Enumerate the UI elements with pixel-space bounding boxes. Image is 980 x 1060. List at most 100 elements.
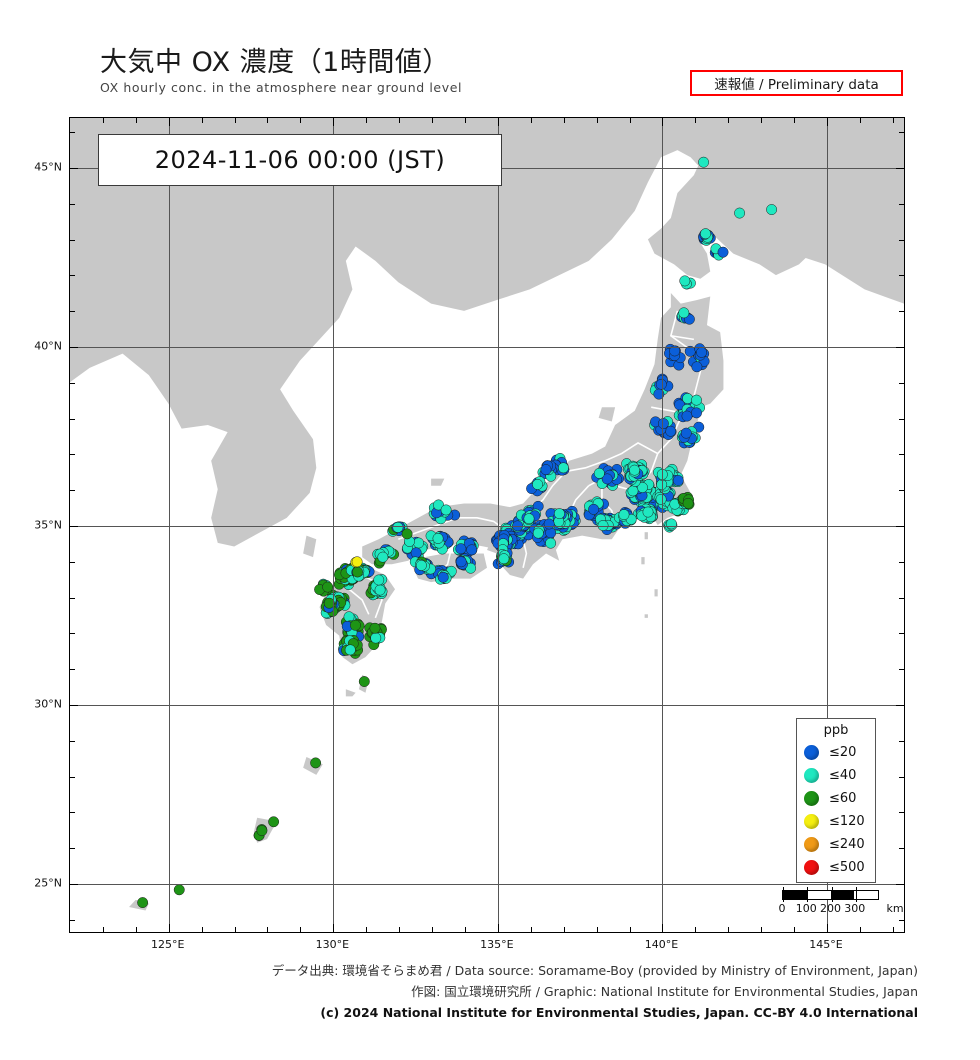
landmass-polygon [70,118,904,547]
prefecture-border [348,588,370,615]
scale-bar-segments [782,887,879,902]
observation-point [310,757,322,769]
scale-bar-tick [831,887,833,902]
observation-point [540,464,552,476]
axis-tick [629,118,631,123]
axis-tick [563,927,565,932]
observation-point [512,520,524,532]
page-header: 大気中 OX 濃度（1時間値） OX hourly conc. in the a… [0,0,980,117]
axis-tick [859,927,861,932]
observation-point [415,559,427,571]
axis-tick [70,919,75,921]
observation-point [682,393,694,404]
axis-tick [234,118,236,123]
axis-tick [366,927,368,932]
observation-point [432,533,444,544]
observation-point [656,468,668,480]
y-axis-tick-label: 30°N [34,697,62,711]
observation-point [655,493,667,505]
landmass-polygon [654,589,658,597]
axis-tick [761,927,763,932]
legend-item-label: ≤240 [829,837,865,852]
axis-tick [70,418,75,420]
axis-tick [70,168,78,170]
axis-tick [70,669,75,671]
axis-tick [662,118,664,126]
legend-item: ≤240 [797,833,875,856]
y-axis-tick-label: 45°N [34,160,62,174]
observation-point [370,632,382,644]
observation-point [545,537,557,549]
axis-tick [899,561,904,563]
observation-point [358,676,370,687]
preliminary-data-badge: 速報値 / Preliminary data [690,70,903,96]
axis-tick [399,927,401,932]
axis-tick [899,597,904,599]
axis-tick [899,633,904,635]
observation-point [691,394,702,406]
legend-rows: ≤20 ≤40 ≤60 ≤120 ≤240 ≤500 [797,741,875,879]
observation-point [642,506,654,518]
observation-point [545,527,557,539]
axis-tick [695,118,697,123]
scale-bar-segment [854,891,878,899]
observation-point [666,518,677,530]
scale-bar-label: 300 [844,902,866,915]
x-axis-tick-label: 130°E [315,938,350,951]
observation-point [323,597,335,609]
observation-point [672,475,684,486]
scale-bar-unit: km [886,902,904,915]
axis-tick [896,526,904,527]
axis-tick [300,927,302,932]
observation-point [256,825,268,837]
observation-point [352,566,363,578]
axis-tick [399,118,401,123]
axis-tick [899,275,904,277]
legend-color-dot [804,791,819,806]
axis-tick [899,919,904,921]
observation-point [655,378,667,390]
axis-tick [168,924,170,932]
axis-tick [464,927,466,932]
axis-tick [899,239,904,241]
scale-bar-tick [855,887,857,902]
axis-tick [70,776,75,778]
landmass-polygon [345,689,356,697]
legend-item: ≤60 [797,787,875,810]
observation-point [653,388,665,400]
legend-item: ≤20 [797,741,875,764]
landmass-polygon [431,478,445,486]
observation-point [627,485,639,497]
observation-point [717,246,729,258]
landmass-polygon [362,292,724,579]
y-axis-tick-label: 35°N [34,518,62,532]
legend-color-dot [804,768,819,783]
axis-tick [695,927,697,932]
scale-bar-label: 0 [778,902,786,915]
observation-point [377,551,389,563]
axis-tick [234,927,236,932]
x-axis-tick-label: 145°E [809,938,843,951]
axis-tick [70,382,75,384]
observation-point [691,361,703,373]
x-axis-tick-label: 135°E [480,938,514,951]
landmass-polygon [641,557,645,565]
axis-tick [899,418,904,420]
axis-tick [761,118,763,123]
legend-item: ≤500 [797,856,875,879]
gridline-vertical [497,118,499,932]
scale-bar-tick [807,887,809,902]
prefecture-border [670,334,695,341]
observation-point [466,544,478,556]
observation-point [498,553,510,565]
observation-point [392,521,404,533]
axis-tick [892,118,894,123]
axis-tick [899,203,904,205]
axis-tick [70,883,78,885]
axis-tick [201,118,203,123]
axis-tick [596,118,598,123]
scale-bar-segment [830,891,855,899]
x-axis-tick-label: 140°E [644,938,679,951]
axis-tick [794,118,796,123]
gridline-horizontal [70,347,904,349]
